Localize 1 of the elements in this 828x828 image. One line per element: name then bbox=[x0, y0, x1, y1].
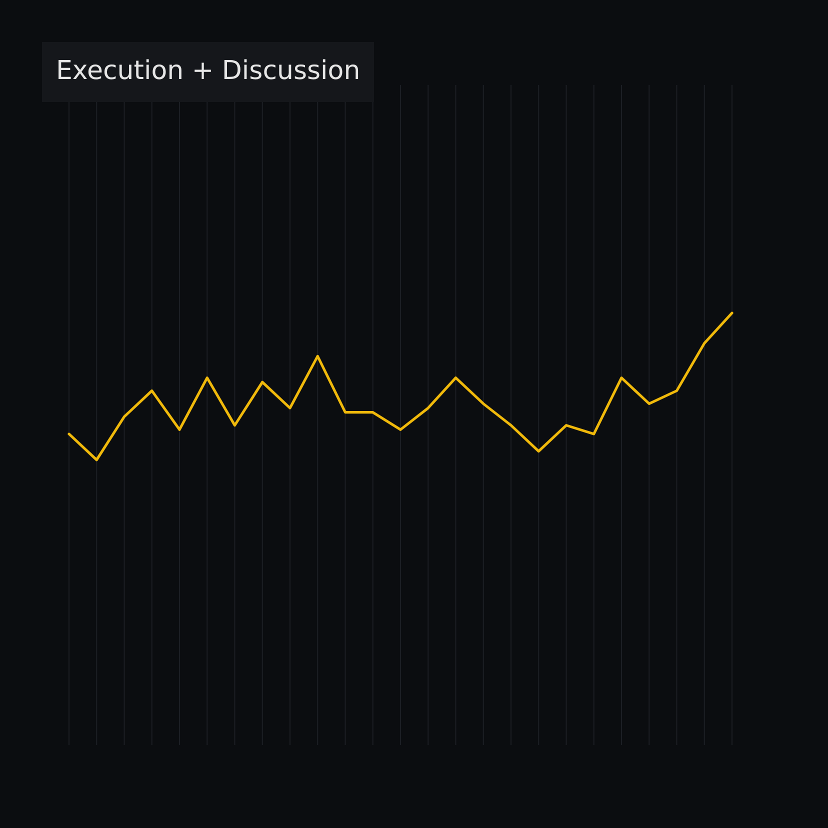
chart-title: Execution + Discussion bbox=[42, 42, 374, 102]
